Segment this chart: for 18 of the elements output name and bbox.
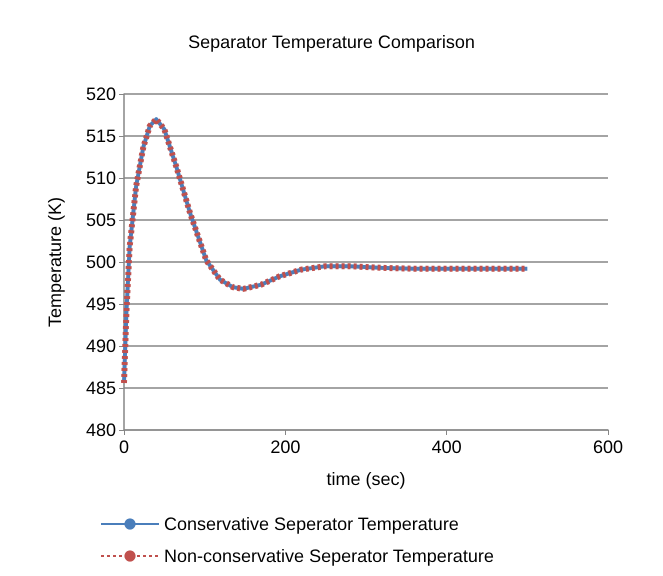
y-tick-label: 485	[86, 378, 116, 398]
chart-title: Separator Temperature Comparison	[188, 32, 475, 52]
x-tick-label: 600	[592, 437, 624, 457]
x-tick-label: 400	[432, 437, 462, 457]
y-tick-label: 505	[86, 210, 116, 230]
y-tick-label: 515	[86, 126, 116, 146]
x-tick-label: 0	[118, 437, 130, 457]
x-tick-label: 200	[270, 437, 300, 457]
y-tick-label: 480	[86, 420, 116, 440]
y-tick-label: 500	[86, 252, 116, 272]
y-tick-label: 490	[86, 336, 116, 356]
y-axis-title: Temperature (K)	[45, 196, 65, 328]
legend-label: Non-conservative Seperator Temperature	[164, 546, 494, 566]
y-tick-label: 510	[86, 168, 116, 188]
x-axis-title: time (sec)	[326, 469, 406, 489]
legend-label: Conservative Seperator Temperature	[164, 514, 459, 534]
y-tick-label: 495	[86, 294, 116, 314]
y-tick-label: 520	[86, 84, 116, 104]
